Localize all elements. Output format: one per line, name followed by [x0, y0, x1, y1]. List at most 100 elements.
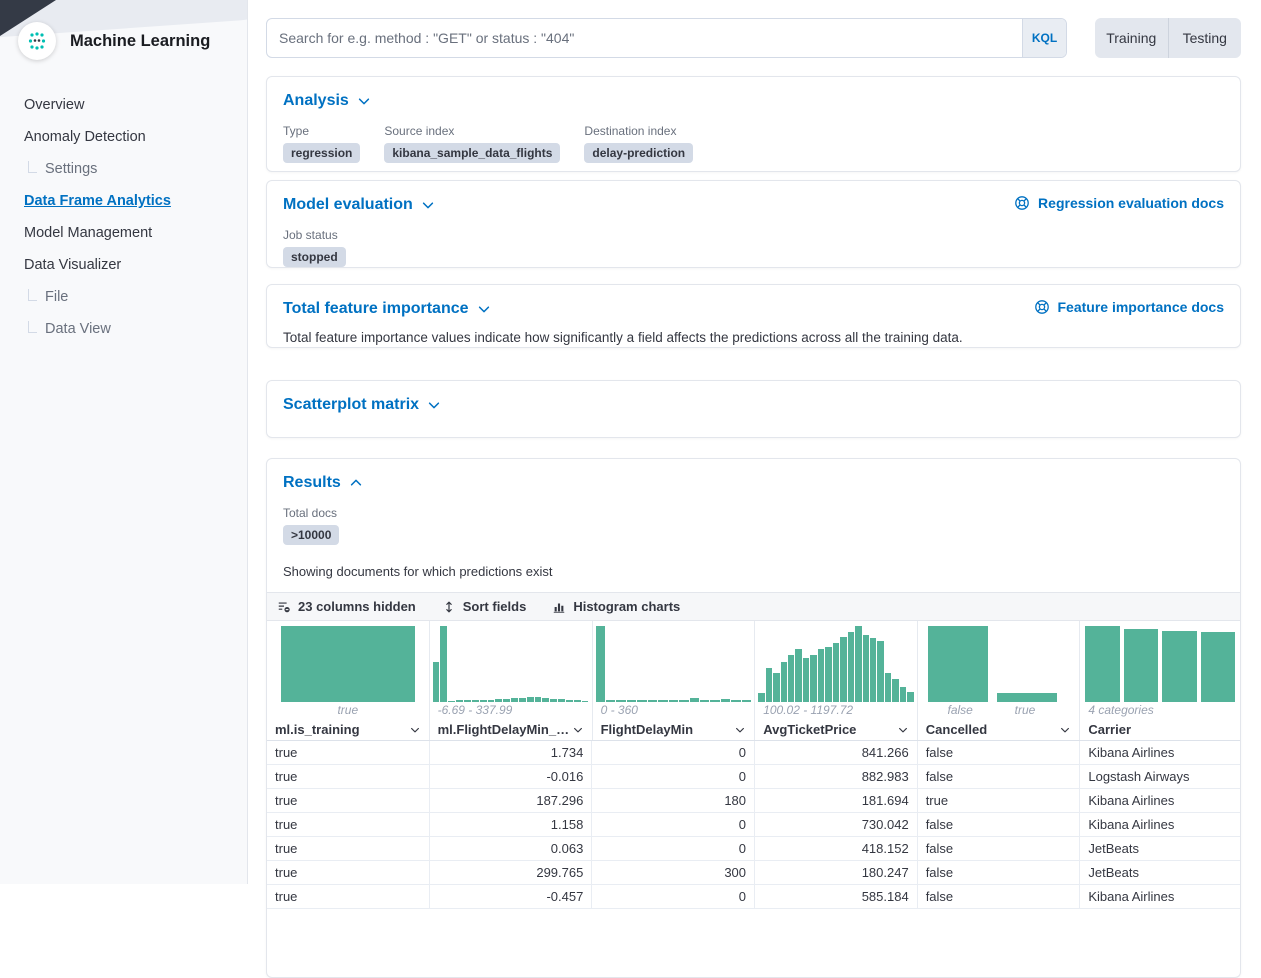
histogram-bar [818, 649, 824, 702]
sidebar-item-label: Anomaly Detection [24, 128, 146, 146]
sidebar-item-overview[interactable]: Overview [24, 96, 247, 114]
column-name-flightdelaymin[interactable]: FlightDelayMin [593, 719, 755, 740]
histogram-bar [574, 700, 581, 702]
column-name-avgticketprice[interactable]: AvgTicketPrice [755, 719, 917, 740]
table-cell-ml-is-training[interactable]: true [267, 837, 430, 860]
table-cell-avgticketprice[interactable]: 841.266 [755, 741, 918, 764]
histogram-bar [840, 637, 846, 702]
table-cell-flightdelaymin[interactable]: 0 [592, 765, 755, 788]
table-cell-ml-is-training[interactable]: true [267, 885, 430, 908]
regression-evaluation-docs-link[interactable]: Regression evaluation docs [1014, 195, 1224, 211]
model-evaluation-accordion-toggle[interactable]: Model evaluation [283, 195, 435, 215]
training-button[interactable]: Training [1095, 18, 1168, 58]
table-cell-ml-flightdelaymin-prediction[interactable]: 299.765 [430, 861, 593, 884]
table-cell-flightdelaymin[interactable]: 0 [592, 837, 755, 860]
table-cell-avgticketprice[interactable]: 585.184 [755, 885, 918, 908]
table-cell-ml-flightdelaymin-prediction[interactable]: 187.296 [430, 789, 593, 812]
sidebar-item-anomaly-detection[interactable]: Anomaly Detection [24, 128, 247, 146]
sort-fields-button[interactable]: Sort fields [442, 599, 527, 614]
table-cell-ml-flightdelaymin-prediction[interactable]: 1.158 [430, 813, 593, 836]
column-name-cancelled[interactable]: Cancelled [918, 719, 1080, 740]
histogram-bar [721, 699, 730, 702]
column-name-carrier[interactable]: Carrier [1080, 719, 1240, 740]
feature-importance-accordion-toggle[interactable]: Total feature importance [283, 299, 491, 319]
table-cell-ml-flightdelaymin-prediction[interactable]: -0.016 [430, 765, 593, 788]
column-name-label: AvgTicketPrice [763, 722, 856, 737]
table-cell-avgticketprice[interactable]: 882.983 [755, 765, 918, 788]
sort-chevron-icon [897, 724, 909, 736]
table-cell-carrier[interactable]: Kibana Airlines [1080, 741, 1240, 764]
table-cell-cancelled[interactable]: false [918, 885, 1081, 908]
sort-chevron-icon [734, 724, 746, 736]
testing-button[interactable]: Testing [1168, 18, 1242, 58]
table-cell-ml-flightdelaymin-prediction[interactable]: 0.063 [430, 837, 593, 860]
sidebar-item-data-view[interactable]: Data View [26, 320, 247, 338]
analysis-fields: Type regression Source index kibana_samp… [283, 124, 1224, 163]
sidebar-item-settings[interactable]: Settings [26, 160, 247, 178]
table-cell-carrier[interactable]: Logstash Airways [1080, 765, 1240, 788]
sort-icon [442, 600, 456, 614]
table-cell-flightdelaymin[interactable]: 180 [592, 789, 755, 812]
table-cell-ml-is-training[interactable]: true [267, 789, 430, 812]
table-row: true299.765300180.247falseJetBeats [267, 861, 1240, 885]
table-cell-ml-is-training[interactable]: true [267, 765, 430, 788]
table-cell-ml-is-training[interactable]: true [267, 861, 430, 884]
table-cell-cancelled[interactable]: false [918, 741, 1081, 764]
grid-column-header-cancelled: falsetrueCancelled [918, 621, 1081, 740]
histogram-bar [480, 700, 487, 702]
table-cell-ml-flightdelaymin-prediction[interactable]: 1.734 [430, 741, 593, 764]
table-cell-flightdelaymin[interactable]: 300 [592, 861, 755, 884]
table-cell-carrier[interactable]: JetBeats [1080, 837, 1240, 860]
sort-fields-label: Sort fields [463, 599, 527, 614]
table-cell-cancelled[interactable]: false [918, 861, 1081, 884]
grid-column-header-ml-flightdelaymin-prediction: -6.69 - 337.99 ml.FlightDelayMin_predicti… [430, 621, 593, 740]
column-name-ml-is-training[interactable]: ml.is_training [267, 719, 429, 740]
table-cell-avgticketprice[interactable]: 180.247 [755, 861, 918, 884]
table-cell-flightdelaymin[interactable]: 0 [592, 813, 755, 836]
table-cell-avgticketprice[interactable]: 730.042 [755, 813, 918, 836]
table-cell-cancelled[interactable]: false [918, 813, 1081, 836]
histogram-bar [566, 700, 573, 702]
table-cell-carrier[interactable]: Kibana Airlines [1080, 885, 1240, 908]
table-cell-carrier[interactable]: Kibana Airlines [1080, 789, 1240, 812]
columns-hidden-button[interactable]: 23 columns hidden [277, 599, 416, 614]
histogram-bar [582, 701, 589, 702]
sidebar-item-file[interactable]: File [26, 288, 247, 306]
analysis-accordion-toggle[interactable]: Analysis [283, 91, 371, 111]
sidebar-item-data-frame-analytics[interactable]: Data Frame Analytics [24, 192, 247, 210]
histogram-charts-button[interactable]: Histogram charts [552, 599, 680, 614]
total-docs-badge: >10000 [283, 525, 339, 545]
table-row: true1.7340841.266falseKibana Airlines [267, 741, 1240, 765]
table-cell-avgticketprice[interactable]: 181.694 [755, 789, 918, 812]
results-accordion-toggle[interactable]: Results [283, 473, 363, 493]
table-cell-carrier[interactable]: JetBeats [1080, 861, 1240, 884]
histogram-bar [550, 699, 557, 702]
table-cell-flightdelaymin[interactable]: 0 [592, 885, 755, 908]
docs-link-label: Regression evaluation docs [1038, 195, 1224, 211]
column-name-ml-flightdelaymin-prediction[interactable]: ml.FlightDelayMin_prediction [430, 719, 592, 740]
analysis-card: Analysis Type regression Source index ki… [266, 76, 1241, 172]
sidebar-item-model-management[interactable]: Model Management [24, 224, 247, 242]
table-cell-avgticketprice[interactable]: 418.152 [755, 837, 918, 860]
feature-importance-docs-link[interactable]: Feature importance docs [1034, 299, 1225, 315]
table-cell-cancelled[interactable]: true [918, 789, 1081, 812]
column-name-label: FlightDelayMin [601, 722, 693, 737]
table-cell-cancelled[interactable]: false [918, 765, 1081, 788]
model-evaluation-card: Model evaluation Regression evaluation d… [266, 180, 1241, 268]
table-cell-ml-flightdelaymin-prediction[interactable]: -0.457 [430, 885, 593, 908]
sidebar-item-data-visualizer[interactable]: Data Visualizer [24, 256, 247, 274]
table-cell-carrier[interactable]: Kibana Airlines [1080, 813, 1240, 836]
search-input[interactable] [267, 19, 1022, 57]
histogram-bar [456, 700, 463, 702]
kql-button[interactable]: KQL [1022, 19, 1066, 57]
scatterplot-accordion-toggle[interactable]: Scatterplot matrix [283, 395, 441, 415]
histogram-range-label: 100.02 - 1197.72 [755, 702, 917, 719]
table-cell-cancelled[interactable]: false [918, 837, 1081, 860]
histogram-range-label: -6.69 - 337.99 [430, 702, 592, 719]
histogram-bar [710, 700, 719, 702]
range-label-text: true [993, 703, 1058, 719]
table-cell-ml-is-training[interactable]: true [267, 813, 430, 836]
table-cell-flightdelaymin[interactable]: 0 [592, 741, 755, 764]
column-name-label: ml.FlightDelayMin_prediction [438, 722, 572, 737]
table-cell-ml-is-training[interactable]: true [267, 741, 430, 764]
